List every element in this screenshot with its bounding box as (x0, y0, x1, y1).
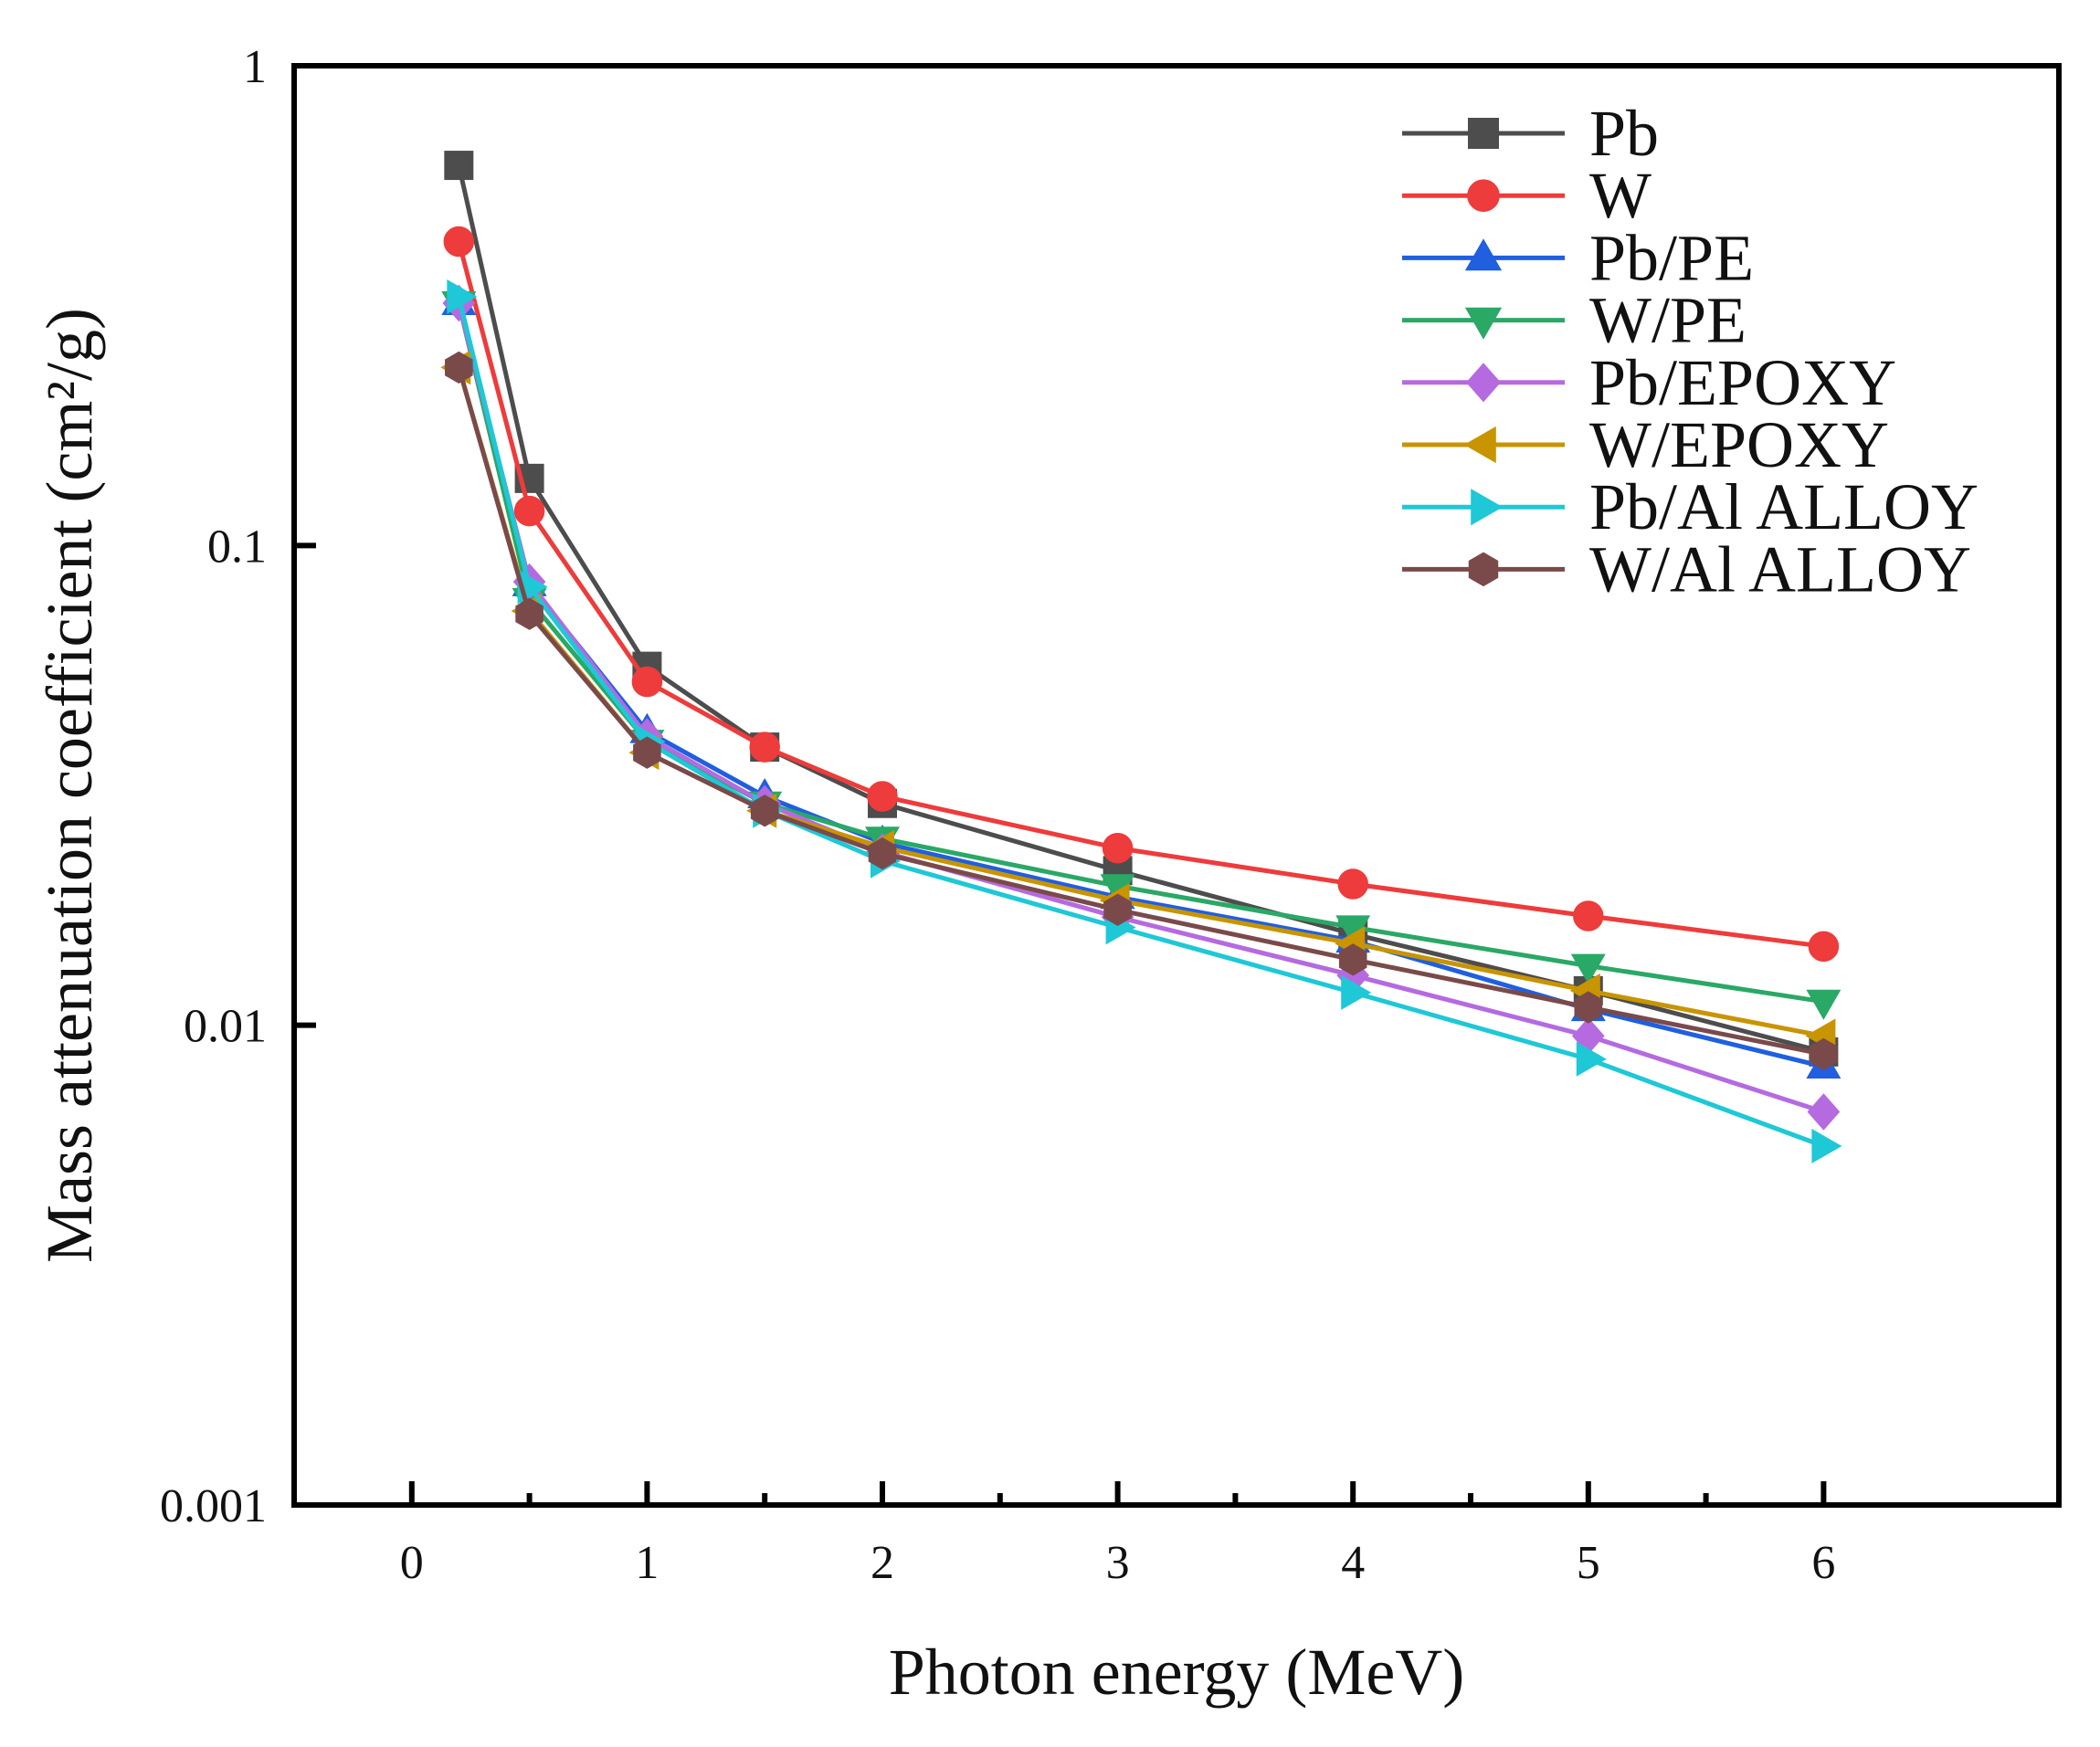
legend-marker (1466, 363, 1501, 403)
legend-item-w: W (1402, 159, 1652, 232)
data-point-w-al-alloy (445, 351, 473, 384)
legend-marker (1471, 489, 1504, 526)
legend-label: Pb/EPOXY (1589, 346, 1896, 419)
y-tick-label: 0.001 (160, 1480, 267, 1532)
data-point-w (749, 731, 780, 763)
legend-marker (1467, 179, 1500, 212)
legend-item-pb: Pb (1402, 97, 1659, 170)
legend-item-w-epoxy: W/EPOXY (1402, 408, 1889, 481)
legend-marker (1463, 426, 1496, 464)
legend-label: Pb (1589, 97, 1659, 170)
y-tick-label: 0.1 (207, 521, 267, 573)
x-tick-label: 1 (635, 1537, 659, 1589)
legend-item-pb-pe: Pb/PE (1402, 221, 1754, 294)
plot-area-frame (291, 63, 2062, 1508)
y-axis-title: Mass attenuation coefficient (cm²/g) (33, 308, 106, 1263)
y-tick-label: 1 (243, 41, 267, 93)
data-point-w (443, 226, 475, 258)
legend-label: W (1589, 159, 1652, 232)
x-axis: 0 1 2 3 4 5 6 (400, 1481, 1835, 1589)
y-axis: 0.001 0.01 0.1 1 (160, 41, 316, 1532)
x-tick-label: 0 (400, 1537, 424, 1589)
legend-label: Pb/PE (1589, 221, 1754, 294)
x-tick-label: 3 (1106, 1537, 1130, 1589)
legend-label: W/EPOXY (1589, 408, 1889, 481)
legend-item-pb-epoxy: Pb/EPOXY (1402, 346, 1896, 419)
data-point-pb-al-alloy (1576, 1041, 1607, 1077)
legend-item-w-al-alloy: W/Al ALLOY (1402, 532, 1971, 605)
data-point-pb-epoxy (1807, 1093, 1841, 1131)
data-point-w (1573, 900, 1604, 931)
legend-item-pb-al-alloy: Pb/Al ALLOY (1402, 470, 1979, 543)
data-point-w (1808, 931, 1840, 963)
series-w-al-alloy (445, 351, 1838, 1071)
legend-label: W/PE (1589, 284, 1746, 357)
legend-label: W/Al ALLOY (1589, 532, 1971, 605)
legend-marker (1464, 307, 1503, 340)
data-point-pb-al-alloy (1811, 1128, 1842, 1163)
data-point-w-pe (1570, 953, 1606, 984)
y-tick-label: 0.01 (184, 1001, 267, 1053)
data-point-w-pe (1806, 989, 1841, 1020)
data-point-w (1102, 832, 1134, 864)
data-point-w-al-alloy (750, 795, 779, 827)
x-tick-label: 2 (871, 1537, 894, 1589)
legend-label: Pb/Al ALLOY (1589, 470, 1979, 543)
data-point-w (867, 781, 898, 812)
legend-item-w-pe: W/PE (1402, 284, 1746, 357)
data-point-pb (444, 151, 474, 181)
data-point-w (1337, 868, 1368, 900)
legend-marker (1468, 552, 1499, 587)
series-w (443, 226, 1840, 963)
legend-marker (1464, 238, 1503, 271)
series-lines (440, 151, 1842, 1163)
data-point-w-al-alloy (633, 736, 661, 769)
data-point-w-al-alloy (1810, 1037, 1838, 1071)
data-point-w-al-alloy (1103, 893, 1132, 926)
data-point-pb-al-alloy (447, 279, 478, 314)
data-point-w-al-alloy (1338, 943, 1367, 976)
x-tick-label: 4 (1341, 1537, 1365, 1589)
data-point-w (513, 495, 545, 527)
data-point-w-al-alloy (1574, 991, 1603, 1024)
data-point-pb-al-alloy (1341, 974, 1372, 1010)
data-point-w-al-alloy (868, 837, 897, 870)
x-tick-label: 5 (1577, 1537, 1600, 1589)
data-point-w (631, 666, 663, 698)
legend-marker (1468, 118, 1499, 149)
data-point-w-al-alloy (515, 597, 543, 630)
x-axis-title: Photon energy (MeV) (889, 1636, 1465, 1709)
x-tick-label: 6 (1811, 1537, 1835, 1589)
